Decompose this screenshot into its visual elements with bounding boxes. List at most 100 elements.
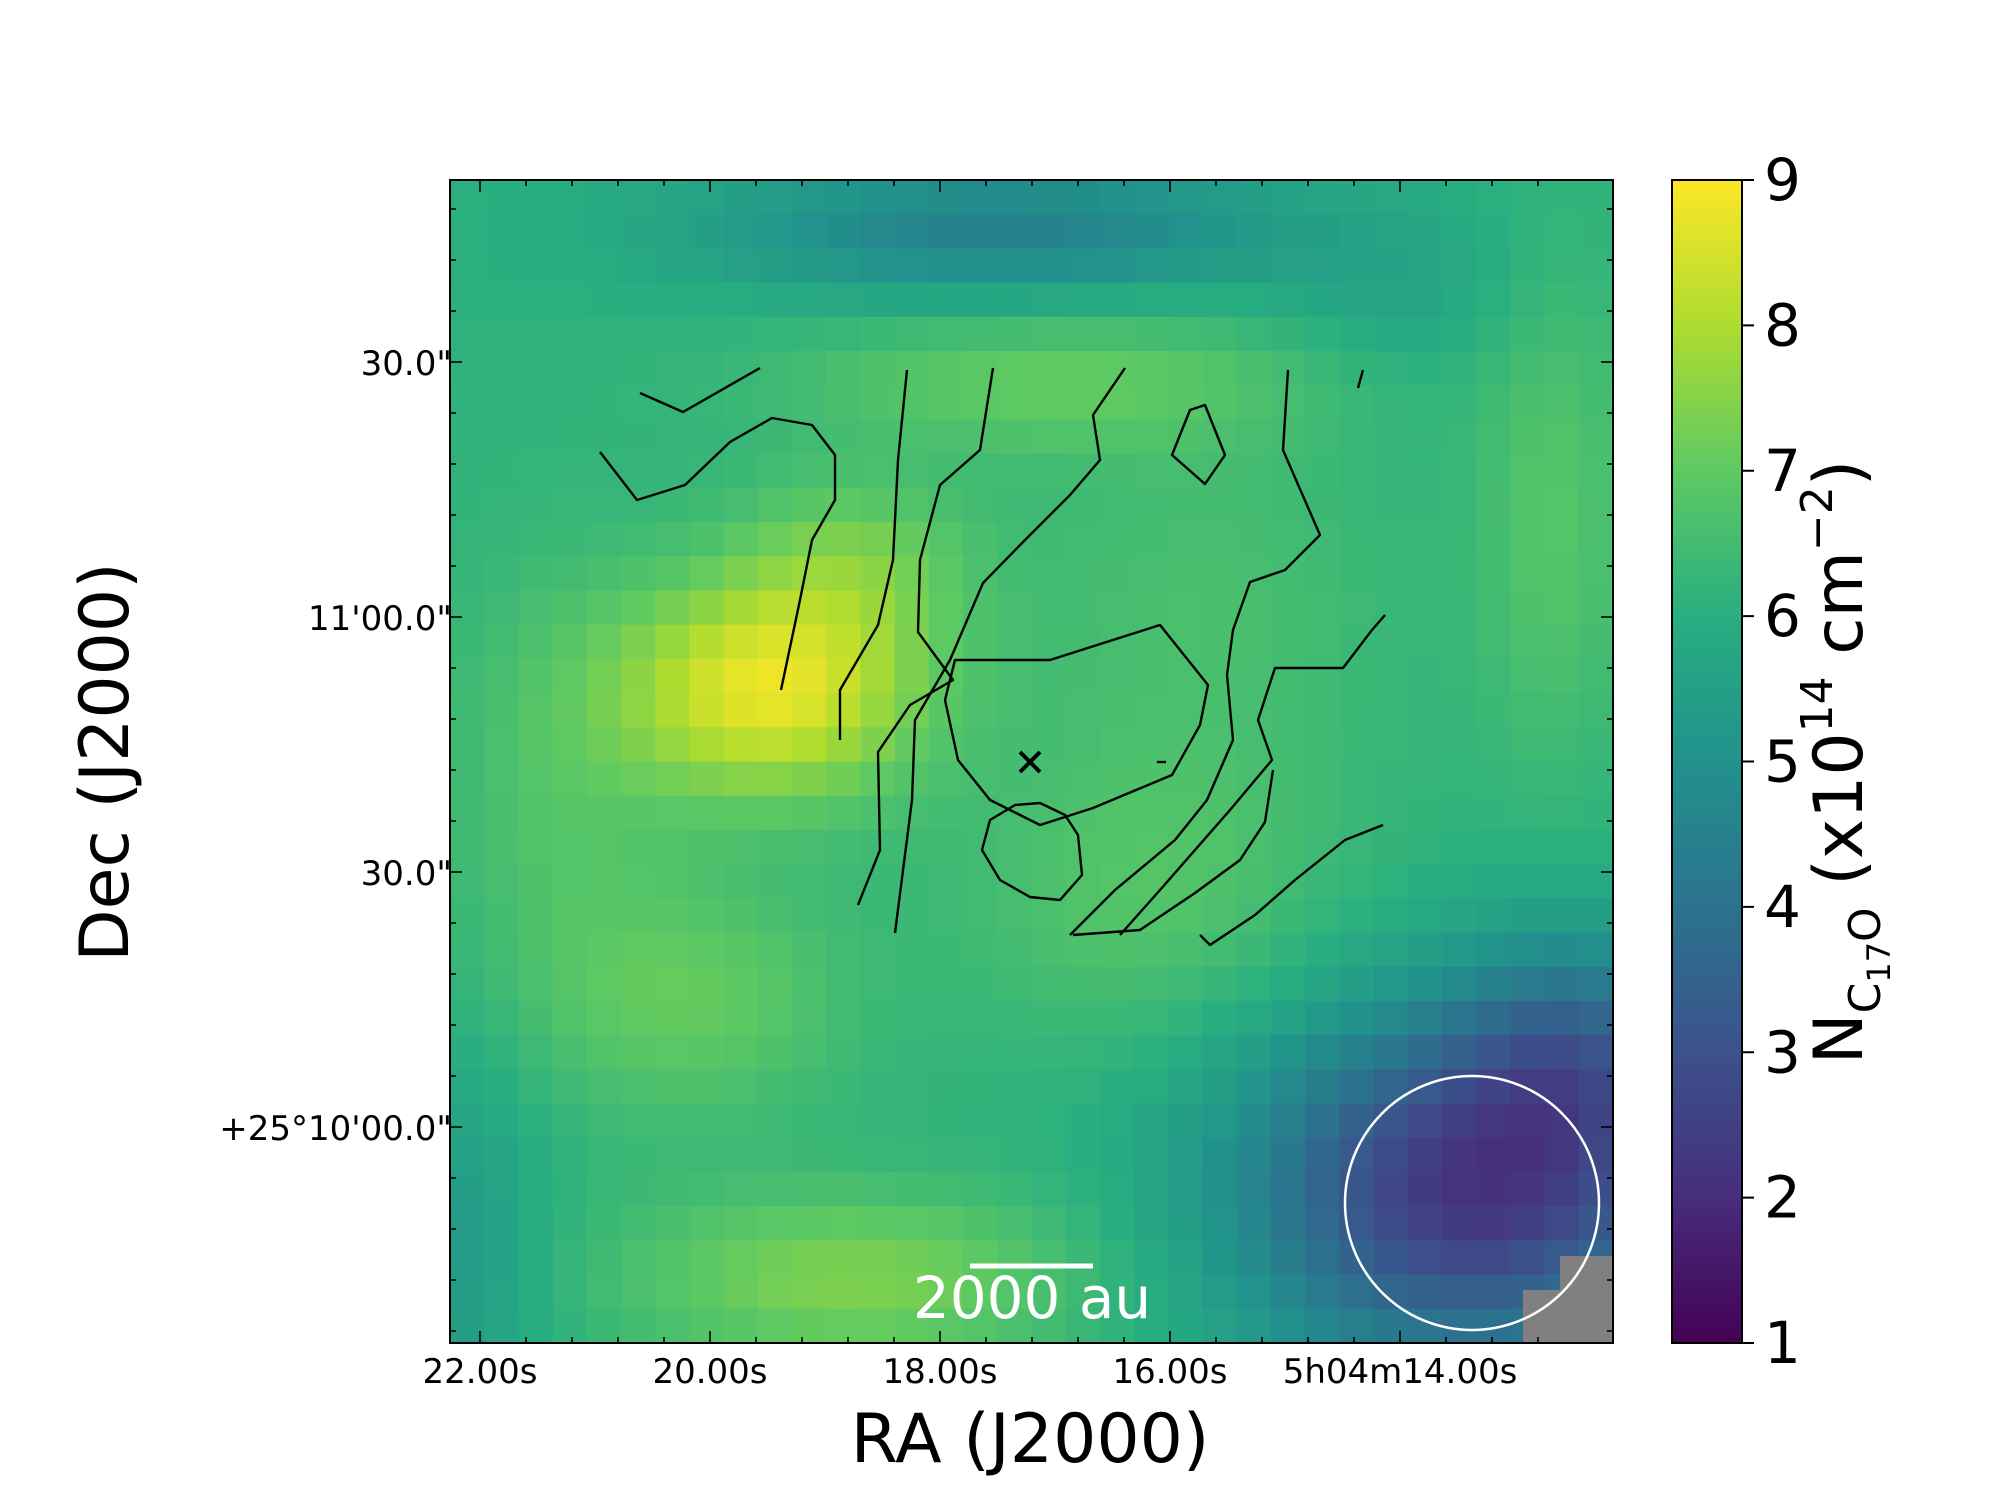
heatmap-pixel [1236,966,1272,1002]
heatmap-pixel [860,1069,896,1105]
heatmap-pixel [826,1069,862,1105]
heatmap-pixel [1339,214,1375,250]
heatmap-pixel [1134,453,1169,489]
heatmap-pixel [1476,556,1511,592]
heatmap-pixel [1544,316,1580,352]
heatmap-pixel [1236,658,1272,694]
heatmap-pixel [860,624,896,660]
heatmap-pixel [621,248,656,284]
heatmap-pixel [1578,282,1613,318]
heatmap-pixel [1407,864,1443,899]
heatmap-pixel [1270,795,1306,831]
heatmap-pixel [484,658,520,694]
heatmap-pixel [1476,727,1511,763]
heatmap-pixel [963,1206,998,1241]
heatmap-pixel [518,1308,554,1343]
heatmap-pixel [1099,1274,1135,1310]
heatmap-pixel [1134,282,1169,318]
heatmap-pixel [1510,282,1546,318]
heatmap-pixel [621,590,656,626]
heatmap-pixel [894,1206,930,1241]
heatmap-pixel [552,1069,588,1105]
heatmap-pixel [518,658,554,694]
heatmap-pixel [928,282,964,318]
heatmap-pixel [860,453,896,489]
heatmap-pixel [586,966,622,1002]
heatmap-pixel [963,248,998,284]
heatmap-pixel [518,180,554,215]
heatmap-pixel [860,590,896,626]
heatmap-pixel [1031,1000,1067,1036]
heatmap-pixel [1065,316,1101,352]
heatmap-pixel [1441,829,1477,865]
heatmap-pixel [621,795,656,831]
heatmap-pixel [1099,385,1135,421]
heatmap-pixel [1441,385,1477,421]
heatmap-pixel [1510,1240,1546,1276]
heatmap-pixel [552,761,588,797]
heatmap-pixel [621,693,656,728]
heatmap-pixel [723,1240,759,1276]
heatmap-pixel [1134,1137,1169,1173]
heatmap-pixel [860,1035,896,1070]
heatmap-pixel [1407,214,1443,250]
heatmap-pixel [860,829,896,865]
heatmap-pixel [757,693,793,728]
heatmap-pixel [723,1137,759,1173]
heatmap-pixel [621,180,656,215]
heatmap-pixel [552,351,588,386]
heatmap-pixel [586,351,622,386]
heatmap-pixel [621,1137,656,1173]
heatmap-pixel [1339,1274,1375,1310]
heatmap-pixel [1510,1206,1546,1241]
heatmap-pixel [450,624,485,660]
heatmap-pixel [1031,385,1067,421]
heatmap-pixel [655,898,691,934]
heatmap-pixel [997,453,1033,489]
heatmap-pixel [689,248,725,284]
heatmap-pixel [860,1308,896,1343]
heatmap-pixel [1168,932,1204,968]
heatmap-pixel [552,214,588,250]
heatmap-pixel [689,590,725,626]
heatmap-pixel [997,1069,1033,1105]
heatmap-pixel [792,932,827,968]
heatmap-pixel [1441,1035,1477,1070]
heatmap-pixel [1441,932,1477,968]
heatmap-pixel [1031,556,1067,592]
heatmap-pixel [757,1103,793,1139]
heatmap-pixel [1031,248,1067,284]
heatmap-pixel [963,727,998,763]
heatmap-pixel [586,829,622,865]
heatmap-pixel [1441,864,1477,899]
heatmap-pixel [723,248,759,284]
heatmap-pixel [1373,385,1409,421]
heatmap-pixel [1202,214,1238,250]
heatmap-pixel [1476,693,1511,728]
heatmap-pixel [723,658,759,694]
heatmap-pixel [1339,727,1375,763]
heatmap-pixel [552,1103,588,1139]
heatmap-pixel [1065,385,1101,421]
heatmap-pixel [689,282,725,318]
heatmap-pixel [826,180,862,215]
heatmap-pixel [1031,898,1067,934]
heatmap-pixel [1134,1103,1169,1139]
heatmap-pixel [1305,1103,1340,1139]
heatmap-pixel [586,1206,622,1241]
heatmap-pixel [997,487,1033,523]
heatmap-pixel [655,453,691,489]
heatmap-pixel [1441,590,1477,626]
heatmap-pixel [1305,966,1340,1002]
heatmap-pixel [894,1137,930,1173]
heatmap-pixel [1476,966,1511,1002]
heatmap-pixel [1065,453,1101,489]
heatmap-pixel [1168,1274,1204,1310]
colorbar [1671,179,1743,1344]
axis-ticks [450,180,1613,1343]
heatmap-pixel [757,624,793,660]
heatmap-pixel [552,932,588,968]
heatmap-pixel [894,966,930,1002]
heatmap-pixel [1407,761,1443,797]
colorbar-tick-label: 4 [1764,873,1801,941]
